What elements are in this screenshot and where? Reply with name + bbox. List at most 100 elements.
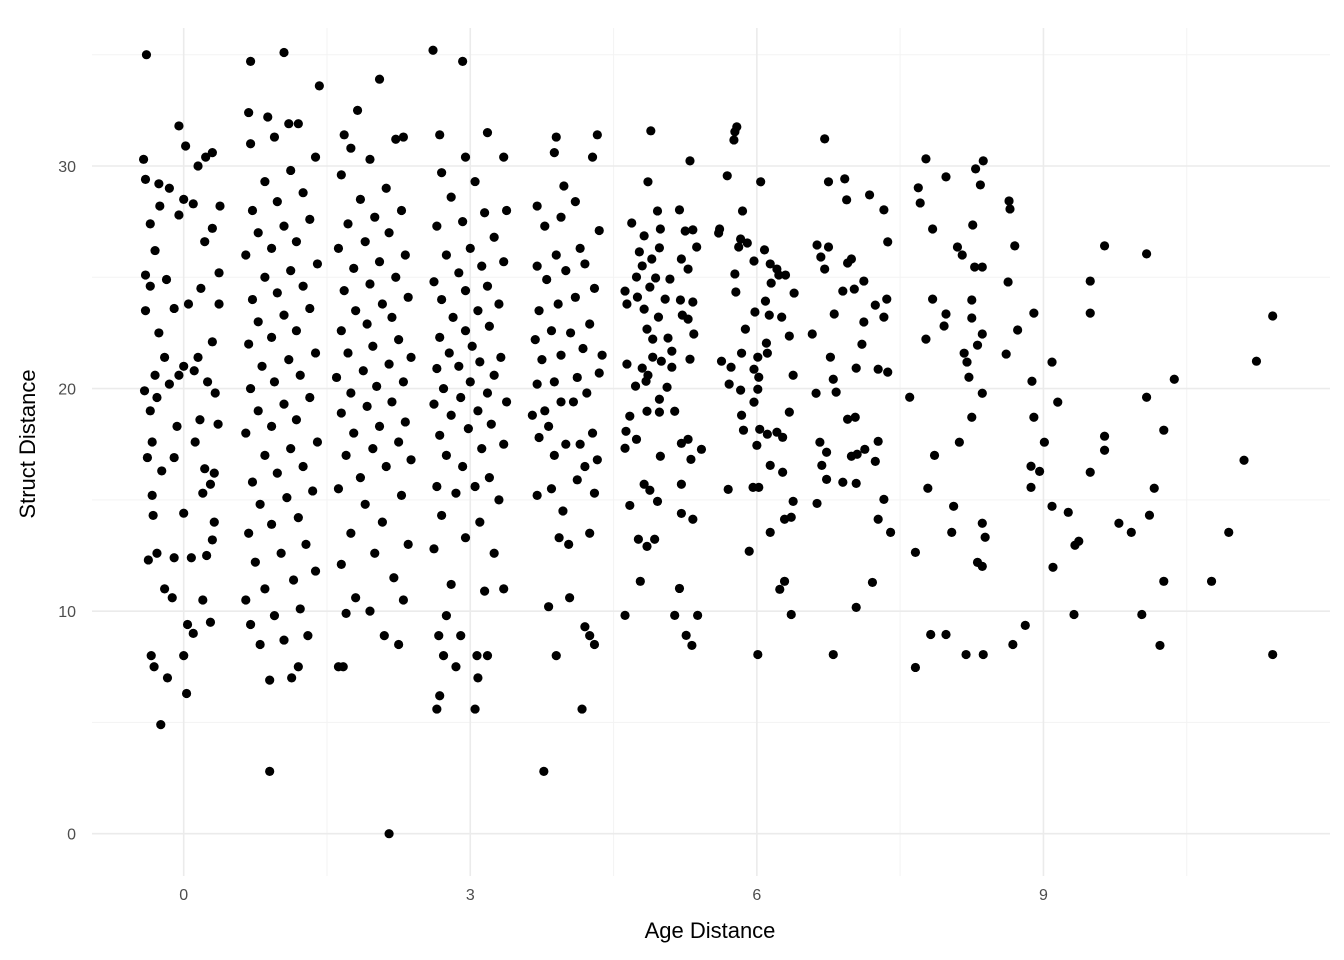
data-point [460, 152, 471, 162]
data-point [761, 338, 772, 348]
data-point [164, 183, 174, 193]
data-point [540, 221, 550, 231]
data-point [1126, 527, 1136, 537]
data-point [842, 195, 852, 205]
data-point [269, 610, 280, 621]
data-point [286, 266, 296, 276]
data-point [247, 205, 258, 216]
data-point [660, 294, 670, 304]
data-point [683, 314, 693, 324]
data-point [245, 139, 256, 149]
data-point [829, 309, 839, 319]
data-point [260, 450, 270, 460]
data-point [639, 479, 649, 489]
data-point [198, 488, 208, 498]
data-point [1010, 241, 1020, 251]
data-point [338, 662, 348, 672]
data-point [977, 561, 987, 572]
data-point [451, 662, 461, 672]
data-point [215, 201, 225, 211]
data-point [265, 675, 275, 685]
data-point [432, 221, 442, 231]
data-point [140, 306, 151, 316]
data-point [499, 152, 509, 162]
data-point [812, 498, 822, 509]
data-point [654, 394, 665, 404]
data-point [553, 299, 563, 309]
data-point [394, 639, 404, 650]
data-point [851, 478, 861, 488]
data-point [209, 468, 219, 478]
data-point [389, 573, 399, 583]
data-point [145, 281, 155, 291]
data-point [1085, 467, 1095, 477]
data-point [764, 310, 774, 320]
data-point [284, 119, 294, 129]
data-point [589, 639, 600, 650]
data-point [465, 243, 475, 253]
data-point [1114, 518, 1124, 528]
data-point [428, 45, 438, 55]
data-point [438, 383, 449, 394]
data-point [454, 268, 464, 278]
data-point [1001, 349, 1011, 359]
data-point [656, 356, 666, 366]
data-point [263, 112, 273, 122]
data-point [556, 397, 566, 407]
data-point [152, 392, 162, 403]
data-point [570, 197, 580, 207]
data-point [434, 631, 444, 641]
data-point [929, 450, 940, 460]
data-point [1099, 241, 1110, 251]
data-point [140, 270, 151, 280]
data-point [293, 119, 303, 129]
data-point [762, 348, 772, 358]
data-point [838, 286, 848, 296]
data-point [193, 352, 203, 363]
data-point [681, 630, 691, 640]
data-point [398, 595, 409, 605]
data-point [400, 417, 410, 427]
data-point [343, 348, 353, 358]
data-point [331, 372, 342, 383]
data-point [864, 190, 875, 200]
data-point [374, 257, 385, 267]
data-point [1027, 376, 1037, 386]
data-point [1141, 392, 1152, 402]
data-point [473, 406, 483, 416]
data-point [1159, 425, 1169, 435]
data-point [723, 484, 733, 494]
data-point [977, 262, 987, 272]
data-point [774, 270, 784, 280]
data-point [825, 352, 836, 362]
data-point [778, 432, 788, 442]
data-point [346, 388, 356, 398]
data-point [648, 352, 658, 362]
data-point [372, 381, 382, 391]
data-point [820, 134, 830, 144]
data-point [676, 508, 686, 519]
data-point [241, 250, 251, 260]
data-point [592, 130, 602, 140]
data-point [179, 508, 189, 518]
data-point [247, 294, 258, 305]
data-point [1141, 249, 1152, 259]
data-point [269, 377, 280, 387]
data-point [189, 366, 199, 376]
data-point [910, 547, 921, 557]
data-point [1039, 437, 1049, 447]
data-point [939, 321, 949, 331]
data-point [734, 242, 744, 252]
data-point [489, 548, 499, 558]
data-point [1005, 204, 1015, 214]
data-point [749, 364, 759, 374]
data-point [482, 651, 493, 661]
data-point [149, 662, 159, 672]
data-point [551, 250, 561, 260]
data-point [587, 428, 598, 438]
data-point [780, 270, 791, 280]
data-point [451, 488, 461, 498]
data-point [255, 499, 265, 509]
data-point [305, 303, 315, 314]
data-point [789, 288, 799, 298]
